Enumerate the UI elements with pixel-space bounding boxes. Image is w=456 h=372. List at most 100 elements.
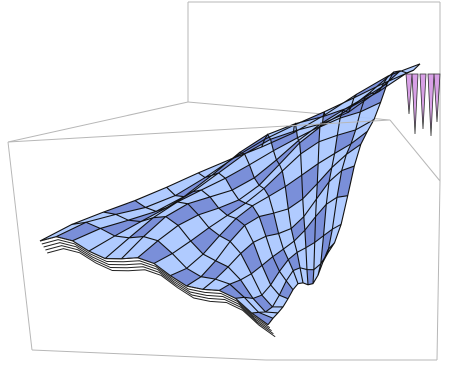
mesh-line [198,172,294,291]
surface-patch [341,144,361,171]
surface-patch [323,97,354,117]
surface-patch [306,269,314,285]
surface-patch [100,220,141,236]
surface-patch [252,196,274,217]
surface-patch [316,167,332,200]
surface-patch [254,159,280,186]
surface-patch [225,164,255,191]
surface-patch [235,297,259,314]
bounding-box-back [7,1,441,181]
surface-patch [329,154,347,182]
surface-patch [232,177,260,200]
surface-patch [145,195,184,212]
surface-patch [227,203,253,219]
box-edge [389,119,441,182]
mesh-line [229,151,299,284]
spike [427,73,435,137]
surface-patch [121,236,158,259]
surface-patch [153,201,188,218]
surface-patch [355,102,381,130]
box-edge [7,119,391,143]
surface-patch [317,153,335,184]
surface-patch [265,233,284,257]
surface-patch [203,235,231,261]
surface-patch [318,135,338,164]
surface-patch [218,153,250,179]
surface-patch [219,218,245,242]
mesh-line [134,200,284,308]
surface-patch [166,172,206,196]
surface-patch [326,170,342,205]
mesh-line [317,93,358,276]
surface-patch [304,216,316,248]
surface-patch [103,200,146,215]
spike [411,73,419,135]
surface-patch [172,241,204,269]
surface-patch [175,175,212,197]
surface-patch [229,279,254,299]
surface-patch [346,131,368,155]
surface-patch [236,205,260,226]
box-edge [7,101,189,143]
surface-patch [209,215,236,236]
surface-patch [299,127,320,154]
box-edge [436,180,441,361]
mesh-line [103,211,279,314]
surface-patch [258,311,278,319]
surface-patch [305,242,315,270]
surface-patch [300,141,319,176]
surface-patch [249,150,277,178]
bounding-box-front [7,119,441,361]
surface-patch [244,139,274,165]
surface-patch [272,249,289,272]
surface-patch [190,227,220,255]
spike [433,73,441,123]
box-edge [31,349,267,361]
mesh-line [261,133,304,283]
surface-patch [273,208,292,234]
surface-patch [334,129,356,154]
surface-patch [238,185,264,204]
mesh-rim [45,245,274,335]
surface-patch [114,217,154,238]
surface-patch [86,214,129,229]
surface-patch [245,188,269,206]
mesh-line [312,111,326,284]
surface-patch [201,260,229,280]
surface-patch [264,170,286,197]
surface-patch [210,190,239,209]
surface-patch [230,225,254,254]
surface-patch [165,203,199,226]
surface-patch [240,273,262,299]
surface-patch [240,242,262,274]
spike [419,73,427,130]
surface-patch [331,143,351,168]
surface-patch [219,284,245,299]
surface-spikes [405,73,441,137]
surface-patch [286,270,298,290]
surface-patch [239,134,271,154]
surface-patch [268,186,289,214]
surface-patch [215,241,241,267]
surface-patch [105,236,144,259]
surface-patch [177,189,210,204]
surface-patch [143,216,179,241]
surface-patch [303,199,317,231]
mesh-line [327,63,421,250]
surface-patch [276,140,300,165]
surface-patch [251,312,273,325]
surface-patch [244,216,266,243]
surface-patch [72,228,115,252]
mesh-rim [43,242,272,332]
surface-patch [351,119,374,144]
surface-patch [294,230,306,253]
surface-patch [215,266,241,285]
surface-mesh [39,63,441,338]
surface-patch [71,212,116,225]
surface-patch [313,235,324,270]
mesh-rim [47,248,276,338]
surface-patch [218,199,246,216]
surface-patch [56,222,101,241]
mesh-rim [41,239,271,329]
